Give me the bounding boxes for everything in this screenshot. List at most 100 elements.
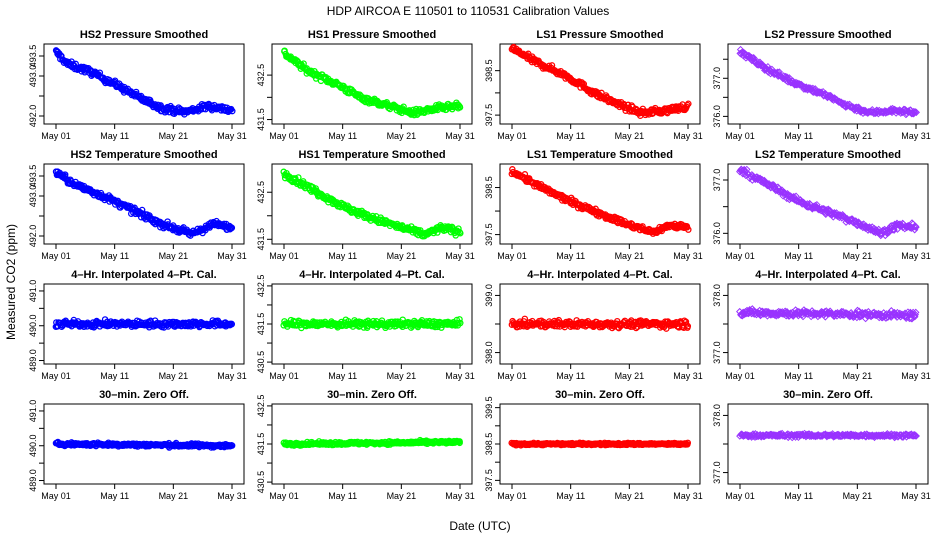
data-points [281,47,464,119]
panel-6: LS1 Temperature Smoothed May 01 May 11 May … [484,149,703,261]
y-tick-label: 378.0 [712,404,722,427]
data-point [228,224,236,232]
y-tick-label: 398.5 [484,176,494,199]
x-tick-label: May 21 [159,251,189,261]
data-point [791,431,799,439]
x-tick-label: May 11 [784,371,813,381]
x-tick-label: May 31 [217,491,247,501]
x-tick-label: May 21 [615,131,645,141]
data-point [138,206,146,214]
x-tick-label: May 31 [445,131,475,141]
data-point [456,104,464,111]
plot-frame [43,43,245,125]
data-point [893,308,902,317]
y-tick-label: 491.0 [28,400,38,423]
y-tick-label: 490.0 [28,434,38,457]
x-tick-label: May 21 [387,371,417,381]
panel-10: 4–Hr. Interpolated 4–Pt. Cal. May 01 May 1… [484,269,703,381]
data-points [735,305,920,323]
plot-frame [43,403,245,485]
data-point [904,431,912,440]
y-tick-label: 493.5 [28,45,38,68]
x-tick-label: May 01 [269,251,299,261]
y-tick-label: 430.5 [256,471,266,494]
x-tick-label: May 01 [725,131,755,141]
x-tick-label: May 01 [497,251,527,261]
data-point [684,439,692,447]
panel-0: HS2 Pressure Smoothed May 01 May 11 May 21 M… [28,29,247,141]
data-point [683,321,690,328]
y-tick-label: 492.0 [28,105,38,128]
panel-15: 30–min. Zero Off. May 01 May 11 May 21 May 3… [712,389,931,501]
x-tick-label: May 01 [41,491,71,501]
x-tick-label: May 31 [217,131,247,141]
figure-x-axis-label: Date (UTC) [449,519,510,533]
data-point [742,171,750,180]
y-tick-label: 432.5 [256,275,266,298]
data-point [632,324,640,332]
x-tick-label: May 21 [843,491,873,501]
x-tick-label: May 21 [843,131,873,141]
data-points [508,439,692,449]
data-point [786,78,795,87]
panel-8: 4–Hr. Interpolated 4–Pt. Cal. May 01 May 1… [28,269,247,381]
data-point [882,310,891,318]
data-point [847,309,855,317]
panel-title: 30–min. Zero Off. [783,389,873,401]
data-points [52,438,236,451]
y-tick-label: 431.5 [256,313,266,336]
figure-y-axis-label: Measured CO2 (ppm) [4,224,18,340]
x-tick-label: May 31 [673,371,703,381]
panel-9: 4–Hr. Interpolated 4–Pt. Cal. May 01 May 1… [256,269,475,381]
plot-frame [727,163,929,245]
plot-frame [43,163,245,245]
data-point [912,432,920,440]
data-points [508,166,692,237]
data-points [736,45,921,119]
y-tick-label: 377.0 [712,67,722,90]
x-tick-label: May 21 [387,491,417,501]
x-tick-label: May 11 [100,371,129,381]
y-tick-label: 431.5 [256,228,266,251]
x-tick-label: May 31 [673,251,703,261]
data-points [736,165,920,240]
panel-title: HS1 Temperature Smoothed [298,149,445,161]
x-tick-label: May 31 [673,491,703,501]
panel-title: HS2 Pressure Smoothed [80,29,208,41]
x-tick-label: May 01 [725,251,755,261]
x-tick-label: May 21 [159,371,189,381]
panel-13: 30–min. Zero Off. May 01 May 11 May 21 May 3… [256,389,475,501]
data-point [684,322,692,330]
x-tick-label: May 11 [328,371,357,381]
data-point [905,314,914,323]
panel-title: 4–Hr. Interpolated 4–Pt. Cal. [71,269,217,281]
y-tick-label: 397.5 [484,469,494,492]
y-tick-label: 399.5 [484,396,494,419]
panel-grid: HS2 Pressure Smoothed May 01 May 11 May 21 M… [28,29,931,501]
y-tick-label: 492.0 [28,225,38,248]
y-tick-label: 378.0 [712,284,722,307]
y-tick-label: 376.0 [712,222,722,245]
x-tick-label: May 01 [41,131,71,141]
x-tick-label: May 01 [41,251,71,261]
y-tick-label: 432.5 [256,64,266,87]
panel-title: 4–Hr. Interpolated 4–Pt. Cal. [299,269,445,281]
plot-frame [727,43,929,125]
plot-frame [499,43,701,125]
x-tick-label: May 01 [725,491,755,501]
data-point [912,223,920,231]
panel-7: LS2 Temperature Smoothed May 01 May 11 May … [712,149,931,261]
data-point [890,308,899,317]
y-tick-label: 493.5 [28,165,38,188]
data-point [815,89,823,97]
x-tick-label: May 11 [100,491,129,501]
x-tick-label: May 31 [901,491,931,501]
x-tick-label: May 11 [328,131,357,141]
x-tick-label: May 31 [445,251,475,261]
x-tick-label: May 31 [445,491,475,501]
data-point [456,316,463,323]
y-tick-label: 377.0 [712,461,722,484]
x-tick-label: May 11 [328,251,357,261]
y-tick-label: 430.5 [256,351,266,374]
